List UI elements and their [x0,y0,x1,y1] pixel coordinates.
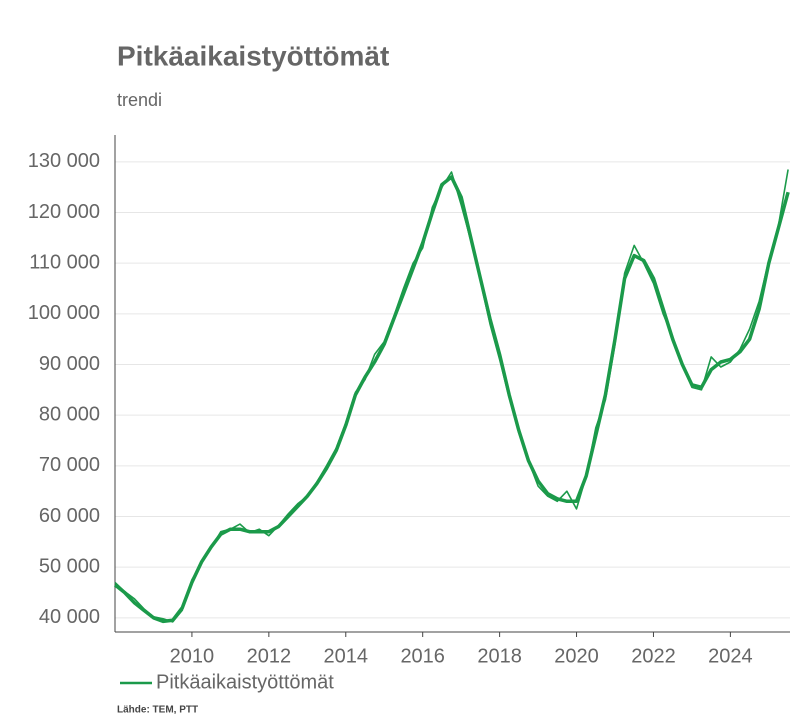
y-tick-label: 100 000 [28,302,100,324]
y-tick-label: 40 000 [39,606,100,628]
y-tick-label: 90 000 [39,353,100,375]
legend-label: Pitkäaikaistyöttömät [156,671,334,693]
x-tick-label: 2022 [631,645,676,667]
y-tick-label: 60 000 [39,505,100,527]
source: Lähde: TEM, PTT [117,705,198,716]
y-tick-label: 80 000 [39,403,100,425]
x-tick-label: 2020 [554,645,599,667]
y-tick-label: 120 000 [28,201,100,223]
x-tick-label: 2012 [247,645,292,667]
x-tick-label: 2014 [324,645,369,667]
chart-title: Pitkäaikaistyöttömät [117,40,389,71]
y-tick-label: 50 000 [39,555,100,577]
x-tick-label: 2016 [400,645,445,667]
y-tick-label: 110 000 [29,251,100,273]
x-tick-label: 2024 [708,645,753,667]
x-tick-label: 2010 [170,645,215,667]
x-tick-label: 2018 [477,645,522,667]
y-tick-label: 130 000 [28,150,100,172]
series-line [114,169,789,623]
y-tick-label: 70 000 [39,454,100,476]
chart-subtitle: trendi [117,90,162,110]
series-line [113,175,790,624]
